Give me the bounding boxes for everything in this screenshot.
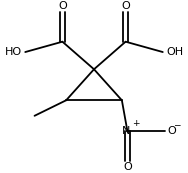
Text: HO: HO: [4, 47, 22, 57]
Text: O: O: [121, 1, 130, 11]
Text: +: +: [132, 119, 139, 128]
Text: OH: OH: [166, 47, 184, 57]
Text: O: O: [123, 162, 132, 172]
Text: N: N: [122, 126, 131, 136]
Text: −: −: [173, 120, 180, 129]
Text: O: O: [167, 126, 176, 136]
Text: O: O: [58, 1, 67, 11]
